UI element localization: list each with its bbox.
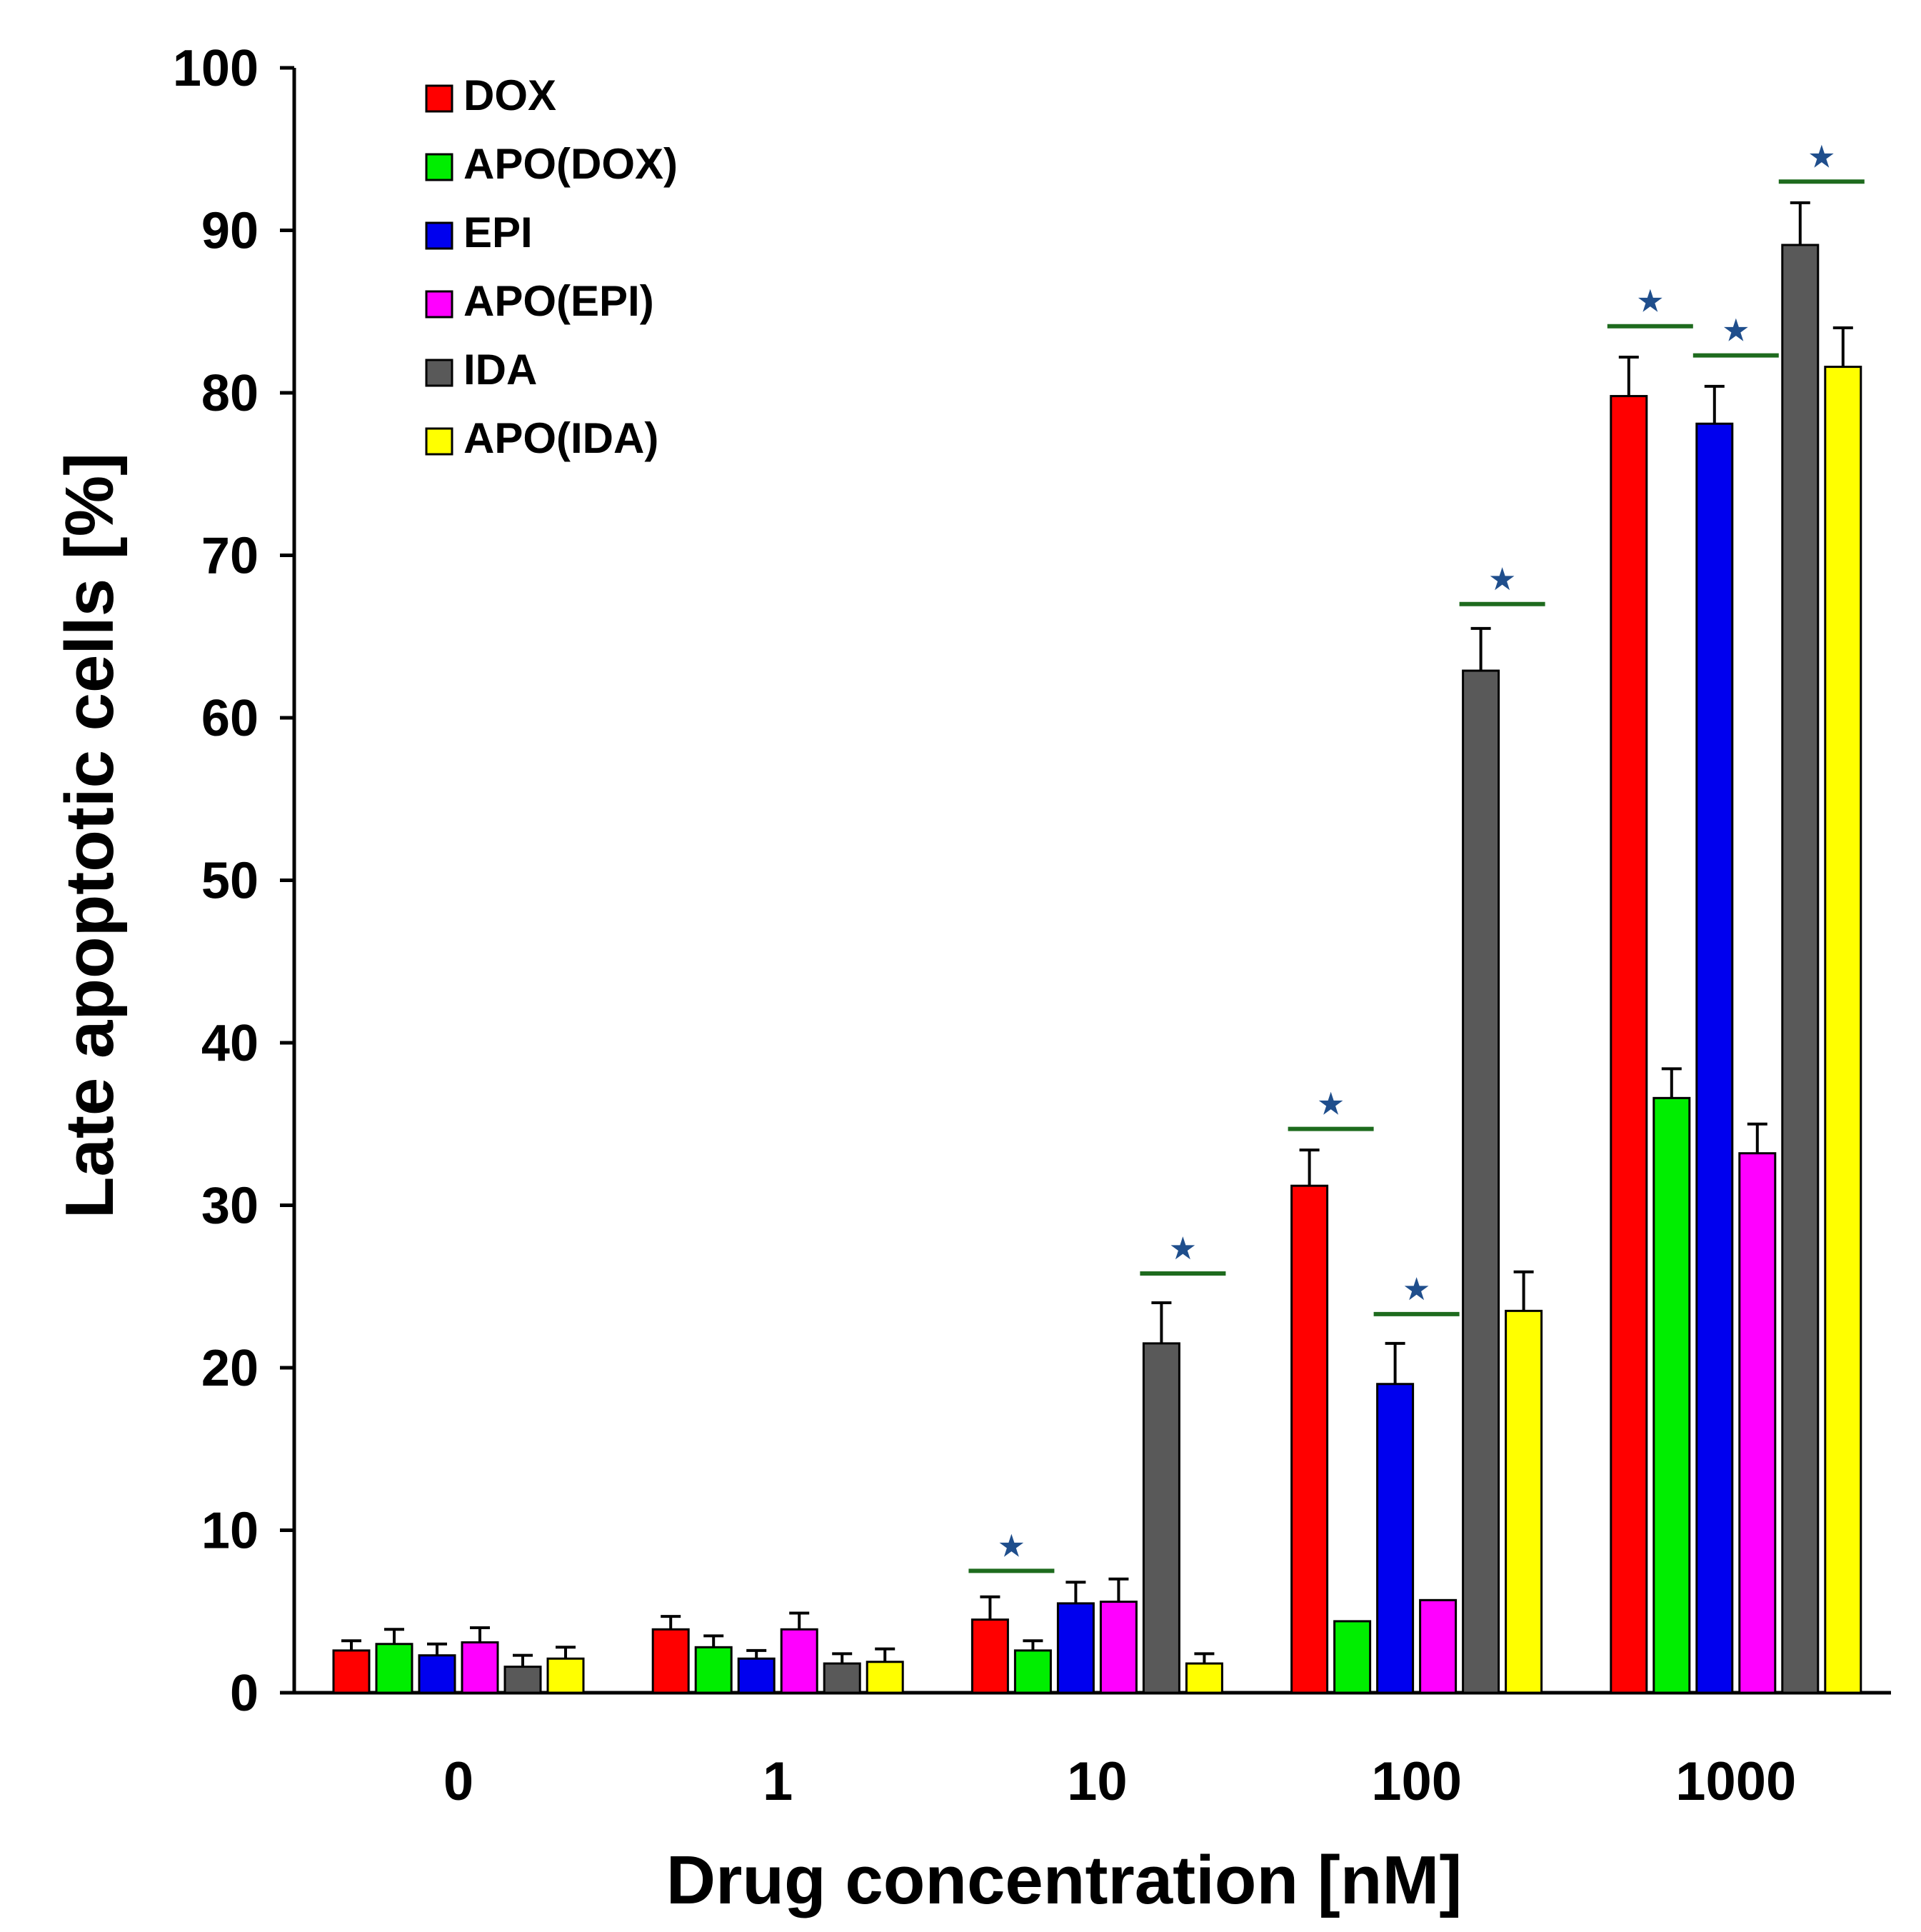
bar-dox-10 xyxy=(970,1618,1009,1694)
bar-ida-10 xyxy=(1142,1342,1180,1694)
x-tick-label: 1000 xyxy=(1675,1751,1796,1812)
bars xyxy=(332,244,1862,1694)
legend-label-epi: EPI xyxy=(463,209,533,256)
bar-apo-dox-100 xyxy=(1333,1620,1372,1694)
y-tick-label: 30 xyxy=(201,1178,259,1235)
significance-star-icon: ★ xyxy=(1317,1087,1345,1122)
y-tick-label: 10 xyxy=(201,1503,259,1560)
significance-star-icon: ★ xyxy=(1807,139,1835,174)
x-tick-label: 10 xyxy=(1067,1751,1128,1812)
legend-label-dox: DOX xyxy=(463,71,556,119)
bar-apo-ida-10 xyxy=(1185,1662,1223,1694)
y-tick-label: 90 xyxy=(201,203,259,260)
bar-apo-epi-1 xyxy=(780,1628,818,1694)
y-tick-label: 50 xyxy=(201,853,259,910)
y-tick-label: 80 xyxy=(201,365,259,422)
y-axis-title: Late apoptotic cells [%] xyxy=(51,453,128,1218)
y-tick-label: 20 xyxy=(201,1340,259,1397)
bar-apo-epi-10 xyxy=(1099,1601,1138,1694)
significance-star-icon: ★ xyxy=(1169,1231,1197,1266)
legend-label-ida: IDA xyxy=(463,346,537,394)
x-axis-title: Drug concentration [nM] xyxy=(666,1842,1463,1918)
bar-epi-100 xyxy=(1376,1383,1415,1694)
y-tick-label: 70 xyxy=(201,528,259,585)
legend-label-apo-epi: APO(EPI) xyxy=(463,277,654,325)
significance-star-icon: ★ xyxy=(1488,562,1516,597)
bar-epi-10 xyxy=(1056,1602,1095,1694)
legend-swatch-apo-epi xyxy=(425,290,453,319)
bar-apo-dox-1000 xyxy=(1652,1096,1691,1694)
significance-star-icon: ★ xyxy=(1403,1272,1430,1307)
bar-apo-epi-0 xyxy=(461,1641,499,1694)
bar-ida-1000 xyxy=(1781,244,1820,1694)
bar-apo-ida-0 xyxy=(546,1657,585,1694)
y-tick-label: 0 xyxy=(230,1665,259,1722)
bar-apo-epi-100 xyxy=(1419,1598,1458,1694)
legend-swatch-dox xyxy=(425,84,453,113)
legend-label-apo-dox: APO(DOX) xyxy=(463,140,678,188)
bar-apo-ida-1000 xyxy=(1824,366,1862,1694)
significance-star-icon: ★ xyxy=(1722,314,1750,349)
bar-epi-0 xyxy=(418,1654,456,1694)
legend-swatch-apo-dox xyxy=(425,153,453,181)
significance-star-icon: ★ xyxy=(998,1528,1025,1563)
bar-apo-epi-1000 xyxy=(1738,1152,1777,1694)
legend-swatch-epi xyxy=(425,221,453,250)
x-tick-label: 0 xyxy=(443,1751,473,1812)
y-tick-label: 100 xyxy=(173,40,259,97)
x-tick-label: 1 xyxy=(763,1751,793,1812)
y-tick-label: 60 xyxy=(201,690,259,747)
bar-ida-0 xyxy=(503,1666,542,1694)
y-tick-label: 40 xyxy=(201,1015,259,1072)
error-bars xyxy=(341,201,1853,1667)
bar-dox-0 xyxy=(332,1649,371,1694)
bar-apo-dox-1 xyxy=(694,1646,733,1694)
bar-dox-1 xyxy=(651,1628,690,1694)
significance-star-icon: ★ xyxy=(1636,284,1664,319)
x-tick-label: 100 xyxy=(1371,1751,1462,1812)
legend-swatch-apo-ida xyxy=(425,427,453,456)
legend: DOX APO(DOX) EPI APO(EPI) IDA APO(IDA) xyxy=(425,71,678,462)
bar-dox-1000 xyxy=(1610,395,1648,1694)
bar-apo-dox-10 xyxy=(1013,1649,1052,1694)
legend-swatch-ida xyxy=(425,359,453,387)
bar-apo-ida-100 xyxy=(1505,1309,1543,1694)
bar-epi-1 xyxy=(737,1657,776,1694)
legend-label-apo-ida: APO(IDA) xyxy=(463,414,658,462)
significance-markers: ★ ★ ★ ★ ★ ★ ★ ★ xyxy=(968,139,1865,1573)
bar-dox-100 xyxy=(1290,1184,1329,1694)
bar-apo-ida-1 xyxy=(866,1661,904,1694)
bar-epi-1000 xyxy=(1695,422,1734,1694)
bar-apo-dox-0 xyxy=(375,1643,413,1694)
bar-ida-100 xyxy=(1462,669,1500,1694)
bar-ida-1 xyxy=(823,1662,861,1694)
